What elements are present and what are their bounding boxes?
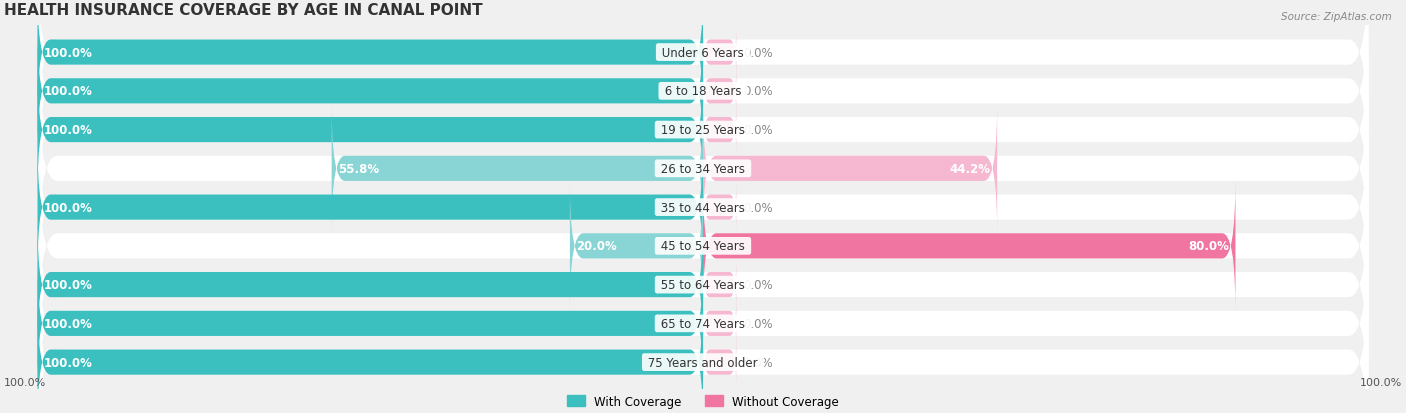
Text: 0.0%: 0.0% — [742, 47, 772, 59]
Text: 0.0%: 0.0% — [742, 201, 772, 214]
Text: 0.0%: 0.0% — [742, 356, 772, 369]
FancyBboxPatch shape — [703, 181, 737, 234]
Text: 100.0%: 100.0% — [1360, 377, 1402, 387]
FancyBboxPatch shape — [38, 0, 703, 118]
Text: 100.0%: 100.0% — [44, 278, 93, 292]
Text: 100.0%: 100.0% — [44, 356, 93, 369]
Text: 80.0%: 80.0% — [1188, 240, 1229, 253]
Text: 75 Years and older: 75 Years and older — [644, 356, 762, 369]
FancyBboxPatch shape — [703, 259, 737, 311]
FancyBboxPatch shape — [38, 27, 1368, 234]
Text: Under 6 Years: Under 6 Years — [658, 47, 748, 59]
FancyBboxPatch shape — [38, 0, 1368, 157]
FancyBboxPatch shape — [703, 104, 997, 234]
Text: 20.0%: 20.0% — [576, 240, 617, 253]
Text: 6 to 18 Years: 6 to 18 Years — [661, 85, 745, 98]
FancyBboxPatch shape — [703, 27, 737, 79]
Text: 0.0%: 0.0% — [742, 124, 772, 137]
Text: 100.0%: 100.0% — [44, 317, 93, 330]
Text: 19 to 25 Years: 19 to 25 Years — [657, 124, 749, 137]
FancyBboxPatch shape — [38, 104, 1368, 311]
FancyBboxPatch shape — [38, 297, 703, 413]
FancyBboxPatch shape — [38, 27, 703, 157]
Text: 100.0%: 100.0% — [44, 124, 93, 137]
Text: 100.0%: 100.0% — [4, 377, 46, 387]
FancyBboxPatch shape — [703, 181, 1236, 311]
Text: 100.0%: 100.0% — [44, 47, 93, 59]
Text: 55.8%: 55.8% — [339, 162, 380, 176]
FancyBboxPatch shape — [703, 104, 737, 157]
Text: 0.0%: 0.0% — [742, 317, 772, 330]
Legend: With Coverage, Without Coverage: With Coverage, Without Coverage — [562, 390, 844, 413]
Text: Source: ZipAtlas.com: Source: ZipAtlas.com — [1281, 12, 1392, 22]
FancyBboxPatch shape — [38, 220, 703, 350]
Text: 55 to 64 Years: 55 to 64 Years — [657, 278, 749, 292]
FancyBboxPatch shape — [38, 143, 703, 272]
FancyBboxPatch shape — [38, 259, 1368, 413]
FancyBboxPatch shape — [38, 259, 703, 388]
FancyBboxPatch shape — [38, 66, 703, 195]
FancyBboxPatch shape — [703, 336, 737, 388]
FancyBboxPatch shape — [38, 0, 1368, 195]
Text: 100.0%: 100.0% — [44, 85, 93, 98]
Text: 45 to 54 Years: 45 to 54 Years — [657, 240, 749, 253]
Text: 0.0%: 0.0% — [742, 278, 772, 292]
FancyBboxPatch shape — [38, 220, 1368, 413]
FancyBboxPatch shape — [38, 181, 1368, 388]
Text: 35 to 44 Years: 35 to 44 Years — [657, 201, 749, 214]
Text: 100.0%: 100.0% — [44, 201, 93, 214]
Text: 65 to 74 Years: 65 to 74 Years — [657, 317, 749, 330]
FancyBboxPatch shape — [332, 104, 703, 234]
FancyBboxPatch shape — [38, 143, 1368, 350]
FancyBboxPatch shape — [703, 297, 737, 350]
Text: 26 to 34 Years: 26 to 34 Years — [657, 162, 749, 176]
FancyBboxPatch shape — [38, 66, 1368, 272]
Text: 44.2%: 44.2% — [949, 162, 990, 176]
Text: HEALTH INSURANCE COVERAGE BY AGE IN CANAL POINT: HEALTH INSURANCE COVERAGE BY AGE IN CANA… — [4, 3, 482, 18]
FancyBboxPatch shape — [569, 181, 703, 311]
Text: 0.0%: 0.0% — [742, 85, 772, 98]
FancyBboxPatch shape — [703, 66, 737, 118]
